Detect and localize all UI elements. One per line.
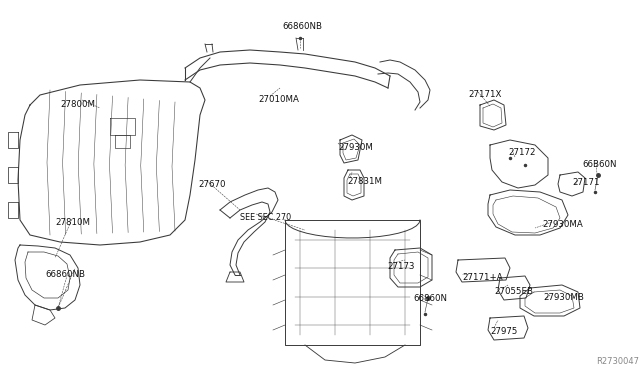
Text: 27670: 27670 [198,180,225,189]
Text: 27055EB: 27055EB [494,287,533,296]
Text: 66860NB: 66860NB [45,270,85,279]
Text: 66B60N: 66B60N [582,160,616,169]
Text: 27831M: 27831M [347,177,382,186]
Text: 27173: 27173 [387,262,415,271]
Text: 27171+A: 27171+A [462,273,502,282]
Text: 27800M: 27800M [60,100,95,109]
Text: 27930M: 27930M [338,143,373,152]
Text: 27171X: 27171X [468,90,501,99]
Text: 27172: 27172 [508,148,536,157]
Text: 27171: 27171 [572,178,600,187]
Text: 27010MA: 27010MA [258,95,299,104]
Text: R2730047: R2730047 [596,357,639,366]
Text: 27975: 27975 [490,327,517,336]
Text: 66860NB: 66860NB [282,22,322,31]
Text: 66860N: 66860N [413,294,447,303]
Text: 27810M: 27810M [55,218,90,227]
Text: 27930MA: 27930MA [542,220,583,229]
Text: 27930MB: 27930MB [543,293,584,302]
Text: SEE SEC.270: SEE SEC.270 [240,213,291,222]
